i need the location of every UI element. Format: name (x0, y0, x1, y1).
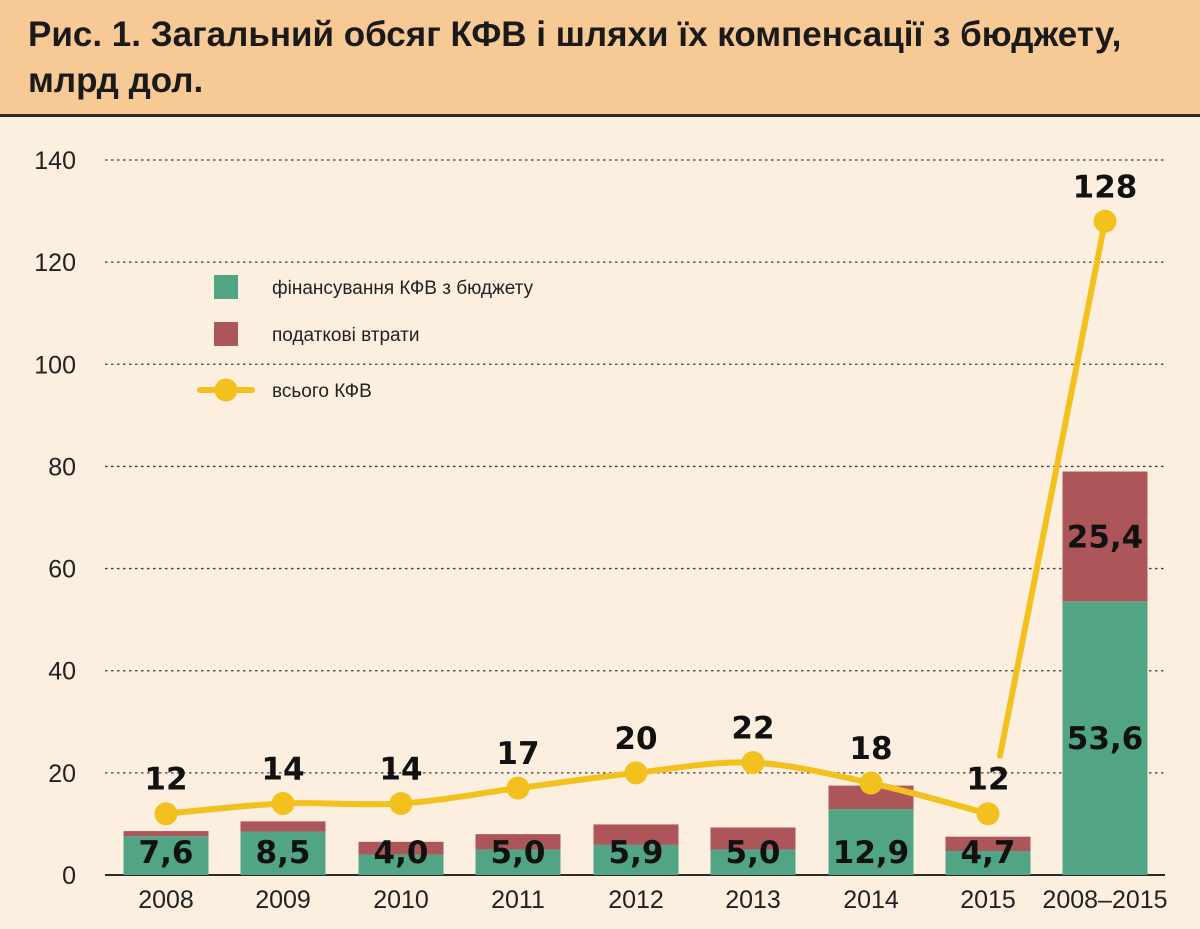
bar-financing-2010 (358, 854, 444, 875)
data-label-total-2011: 17 (496, 736, 539, 772)
title-divider (0, 114, 1200, 117)
data-label-total-2009: 14 (261, 752, 304, 788)
bar-financing-2011 (475, 849, 561, 875)
x-tick-label-2009: 2009 (255, 886, 311, 914)
data-label-financing-2015: 4,7 (961, 835, 1016, 871)
bar-tax-losses-2014 (828, 785, 914, 810)
data-label-tax-losses-2008–2015: 25,4 (1067, 519, 1144, 555)
bar-tax-losses-2009 (240, 821, 326, 832)
point-total-2008 (154, 802, 178, 826)
x-tick-label-2008–2015: 2008–2015 (1042, 886, 1167, 914)
bar-tax-losses-2008 (123, 831, 209, 837)
data-label-financing-2013: 5,0 (726, 835, 781, 871)
data-label-total-2010: 14 (379, 752, 422, 788)
data-label-total-2008: 12 (144, 762, 187, 798)
legend-label-financing: фінансування КФВ з бюджету (272, 278, 534, 299)
y-tick-label-20: 20 (48, 760, 76, 788)
bar-financing-2015 (945, 850, 1031, 875)
x-tick-label-2008: 2008 (138, 886, 194, 914)
bar-financing-2012 (593, 844, 679, 875)
legend-swatch-financing (214, 275, 238, 299)
legend-swatch-total-marker (214, 378, 238, 402)
x-tick-label-2011: 2011 (491, 886, 545, 914)
x-tick-label-2012: 2012 (608, 886, 664, 914)
bar-tax-losses-2010 (358, 841, 444, 855)
legend-label-tax-losses: податкові втрати (272, 325, 419, 346)
x-tick-label-2014: 2014 (843, 886, 899, 914)
point-total-2011 (506, 776, 530, 800)
bar-financing-2013 (710, 849, 796, 875)
y-tick-label-60: 60 (48, 556, 76, 584)
bar-tax-losses-2015 (945, 836, 1031, 851)
title-banner (0, 0, 1200, 114)
y-tick-label-100: 100 (34, 351, 76, 379)
data-label-financing-2011: 5,0 (491, 835, 546, 871)
data-label-financing-2010: 4,0 (374, 835, 429, 871)
x-tick-label-2010: 2010 (373, 886, 429, 914)
point-total-2013 (741, 751, 765, 775)
x-tick-label-2015: 2015 (960, 886, 1016, 914)
bar-tax-losses-2012 (593, 824, 679, 845)
bar-financing-2008–2015 (1062, 601, 1148, 875)
chart-title: Рис. 1. Загальний обсяг КФВ і шляхи їх к… (28, 15, 1122, 100)
data-label-total-2014: 18 (849, 731, 892, 767)
data-label-total-2013: 22 (731, 711, 774, 747)
bar-financing-2014 (828, 809, 914, 875)
data-label-total-2015: 12 (966, 762, 1009, 798)
data-label-financing-2014: 12,9 (833, 835, 910, 871)
legend-swatch-tax-losses (214, 322, 238, 346)
y-tick-label-0: 0 (62, 862, 76, 890)
point-total-2009 (271, 792, 295, 815)
data-label-financing-2012: 5,9 (609, 835, 664, 871)
point-total-2008–2015 (1093, 209, 1117, 233)
data-label-financing-2008: 7,6 (139, 835, 194, 871)
point-total-2010 (389, 792, 413, 815)
legend-label-total: всього КФВ (272, 381, 372, 402)
bar-tax-losses-2013 (710, 827, 796, 850)
bar-tax-losses-2008–2015 (1062, 471, 1148, 602)
data-label-total-2012: 20 (614, 721, 657, 757)
data-label-financing-2009: 8,5 (256, 835, 311, 871)
y-tick-label-120: 120 (34, 249, 76, 277)
data-label-financing-2008–2015: 53,6 (1067, 721, 1144, 757)
bar-financing-2009 (240, 831, 326, 875)
data-label-total-2008–2015: 128 (1073, 169, 1138, 205)
x-tick-label-2013: 2013 (725, 886, 781, 914)
point-total-2014 (859, 771, 883, 795)
bar-financing-2008 (123, 836, 209, 875)
point-total-2015 (976, 802, 1000, 826)
point-total-2012 (624, 761, 648, 785)
y-tick-label-140: 140 (34, 147, 76, 175)
line-total-cumulative (997, 218, 1108, 759)
y-tick-label-80: 80 (48, 453, 76, 481)
y-tick-label-40: 40 (48, 658, 76, 686)
bar-tax-losses-2011 (475, 834, 561, 850)
